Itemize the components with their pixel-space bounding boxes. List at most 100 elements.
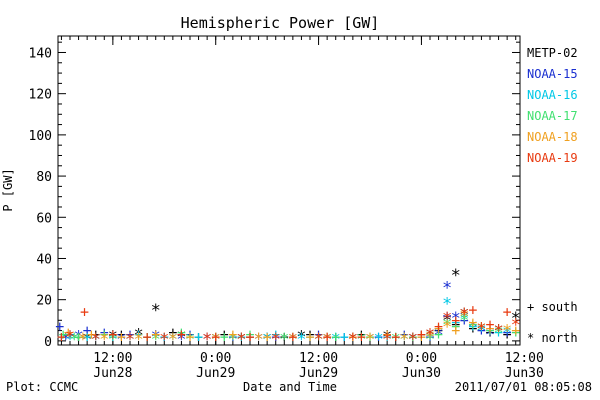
data-point-south: + xyxy=(64,324,73,342)
y-tick-label: 80 xyxy=(36,170,52,185)
data-point-south: + xyxy=(391,328,400,346)
data-point-south: + xyxy=(263,328,272,346)
data-point-north: * xyxy=(442,311,452,331)
data-point-north: * xyxy=(271,330,281,350)
data-point-south: + xyxy=(357,328,366,346)
data-point-south: + xyxy=(151,326,160,344)
data-point-north: * xyxy=(262,330,272,350)
data-point-north: * xyxy=(485,326,495,346)
data-point-south: + xyxy=(434,320,443,338)
data-point-south: + xyxy=(305,328,314,346)
data-points: + + + + + + + + + + + + + + + + + + +* * *** * * * * * * * * ***** **+… xyxy=(55,266,521,350)
data-point-north: * xyxy=(65,330,75,350)
data-point-south: + xyxy=(228,328,237,346)
legend-series-label: METP-02 xyxy=(527,46,578,60)
data-point-south: + xyxy=(468,313,477,331)
data-point-south: + xyxy=(365,328,374,346)
data-point-north: * xyxy=(425,326,435,346)
x-tick-label-date: Jun29 xyxy=(196,366,235,381)
y-tick-label: 140 xyxy=(29,46,52,61)
footer-timestamp: 2011/07/01 08:05:08 xyxy=(455,380,592,394)
data-point-north: * xyxy=(502,324,512,344)
data-point-south: + xyxy=(451,313,460,331)
data-point-south: + xyxy=(503,326,512,344)
data-point-north: * xyxy=(476,322,486,342)
data-point-north: * xyxy=(459,305,469,325)
y-tick-label: 120 xyxy=(29,88,52,103)
data-point-south: + xyxy=(451,315,460,333)
data-point-north: * xyxy=(69,330,79,350)
data-point-north: * xyxy=(451,266,461,286)
data-point-north: * xyxy=(202,330,212,350)
data-point-south: + xyxy=(108,328,117,346)
legend-marker-north: * north xyxy=(527,331,578,345)
data-point-north: * xyxy=(116,330,126,350)
legend: METP-02 NOAA-15 NOAA-16 NOAA-17 NOAA-18 NOAA-… xyxy=(527,46,578,165)
data-point-south: + xyxy=(511,322,520,340)
data-point-north: * xyxy=(151,328,161,348)
data-point-north: * xyxy=(382,330,392,350)
data-point-north: * xyxy=(73,328,83,348)
data-point-north: * xyxy=(176,330,186,350)
x-tick-label-date: Jun29 xyxy=(299,366,338,381)
data-point-south: + xyxy=(83,322,92,340)
data-point-south: + xyxy=(443,307,452,325)
data-point-north: * xyxy=(459,305,469,325)
data-point-north: * xyxy=(168,330,178,350)
x-tick-label-time: 12:00 xyxy=(93,351,132,366)
data-point-north: * xyxy=(408,330,418,350)
data-point-north: * xyxy=(159,330,169,350)
data-point-north: * xyxy=(168,330,178,350)
data-point-south: + xyxy=(117,326,126,344)
data-point-south: + xyxy=(477,322,486,340)
data-point-south: + xyxy=(451,311,460,329)
data-point-south: + xyxy=(160,328,169,346)
data-point-south: + xyxy=(331,328,340,346)
data-point-north: * xyxy=(331,330,341,350)
data-point-north: * xyxy=(288,330,298,350)
data-point-north: * xyxy=(451,309,461,329)
data-point-north: * xyxy=(262,330,272,350)
data-point-north: * xyxy=(425,328,435,348)
data-point-south: + xyxy=(400,326,409,344)
data-point-north: * xyxy=(65,328,75,348)
data-point-south: + xyxy=(340,328,349,346)
data-point-north: * xyxy=(185,330,195,350)
data-point-north: * xyxy=(399,330,409,350)
data-point-south: + xyxy=(271,328,280,346)
data-point-south: + xyxy=(55,317,64,335)
data-point-north: * xyxy=(391,330,401,350)
data-point-south: + xyxy=(374,328,383,346)
data-point-north: * xyxy=(348,330,358,350)
legend-marker-south: + south xyxy=(527,300,578,314)
data-point-north: * xyxy=(125,330,135,350)
data-point-south: + xyxy=(434,320,443,338)
data-point-north: * xyxy=(322,330,332,350)
data-point-south: + xyxy=(228,326,237,344)
data-point-north: * xyxy=(425,326,435,346)
data-point-south: + xyxy=(288,328,297,346)
data-point-south: + xyxy=(125,326,134,344)
x-axis-label: Date and Time xyxy=(243,380,337,394)
data-point-south: + xyxy=(280,328,289,346)
data-point-north: * xyxy=(125,330,135,350)
data-point-north: * xyxy=(442,278,452,298)
data-point-south: + xyxy=(511,324,520,342)
data-point-south: + xyxy=(57,328,66,346)
data-point-south: + xyxy=(74,328,83,346)
data-point-north: * xyxy=(133,330,143,350)
data-point-north: * xyxy=(313,330,323,350)
data-point-south: + xyxy=(503,303,512,321)
data-point-north: * xyxy=(476,319,486,339)
data-point-north: * xyxy=(202,330,212,350)
data-point-south: + xyxy=(417,326,426,344)
data-point-south: + xyxy=(220,326,229,344)
data-point-south: + xyxy=(117,328,126,346)
data-point-south: + xyxy=(314,326,323,344)
data-point-south: + xyxy=(340,328,349,346)
data-point-north: * xyxy=(348,330,358,350)
data-point-north: * xyxy=(61,330,71,350)
data-point-south: + xyxy=(194,328,203,346)
data-point-north: * xyxy=(459,307,469,327)
